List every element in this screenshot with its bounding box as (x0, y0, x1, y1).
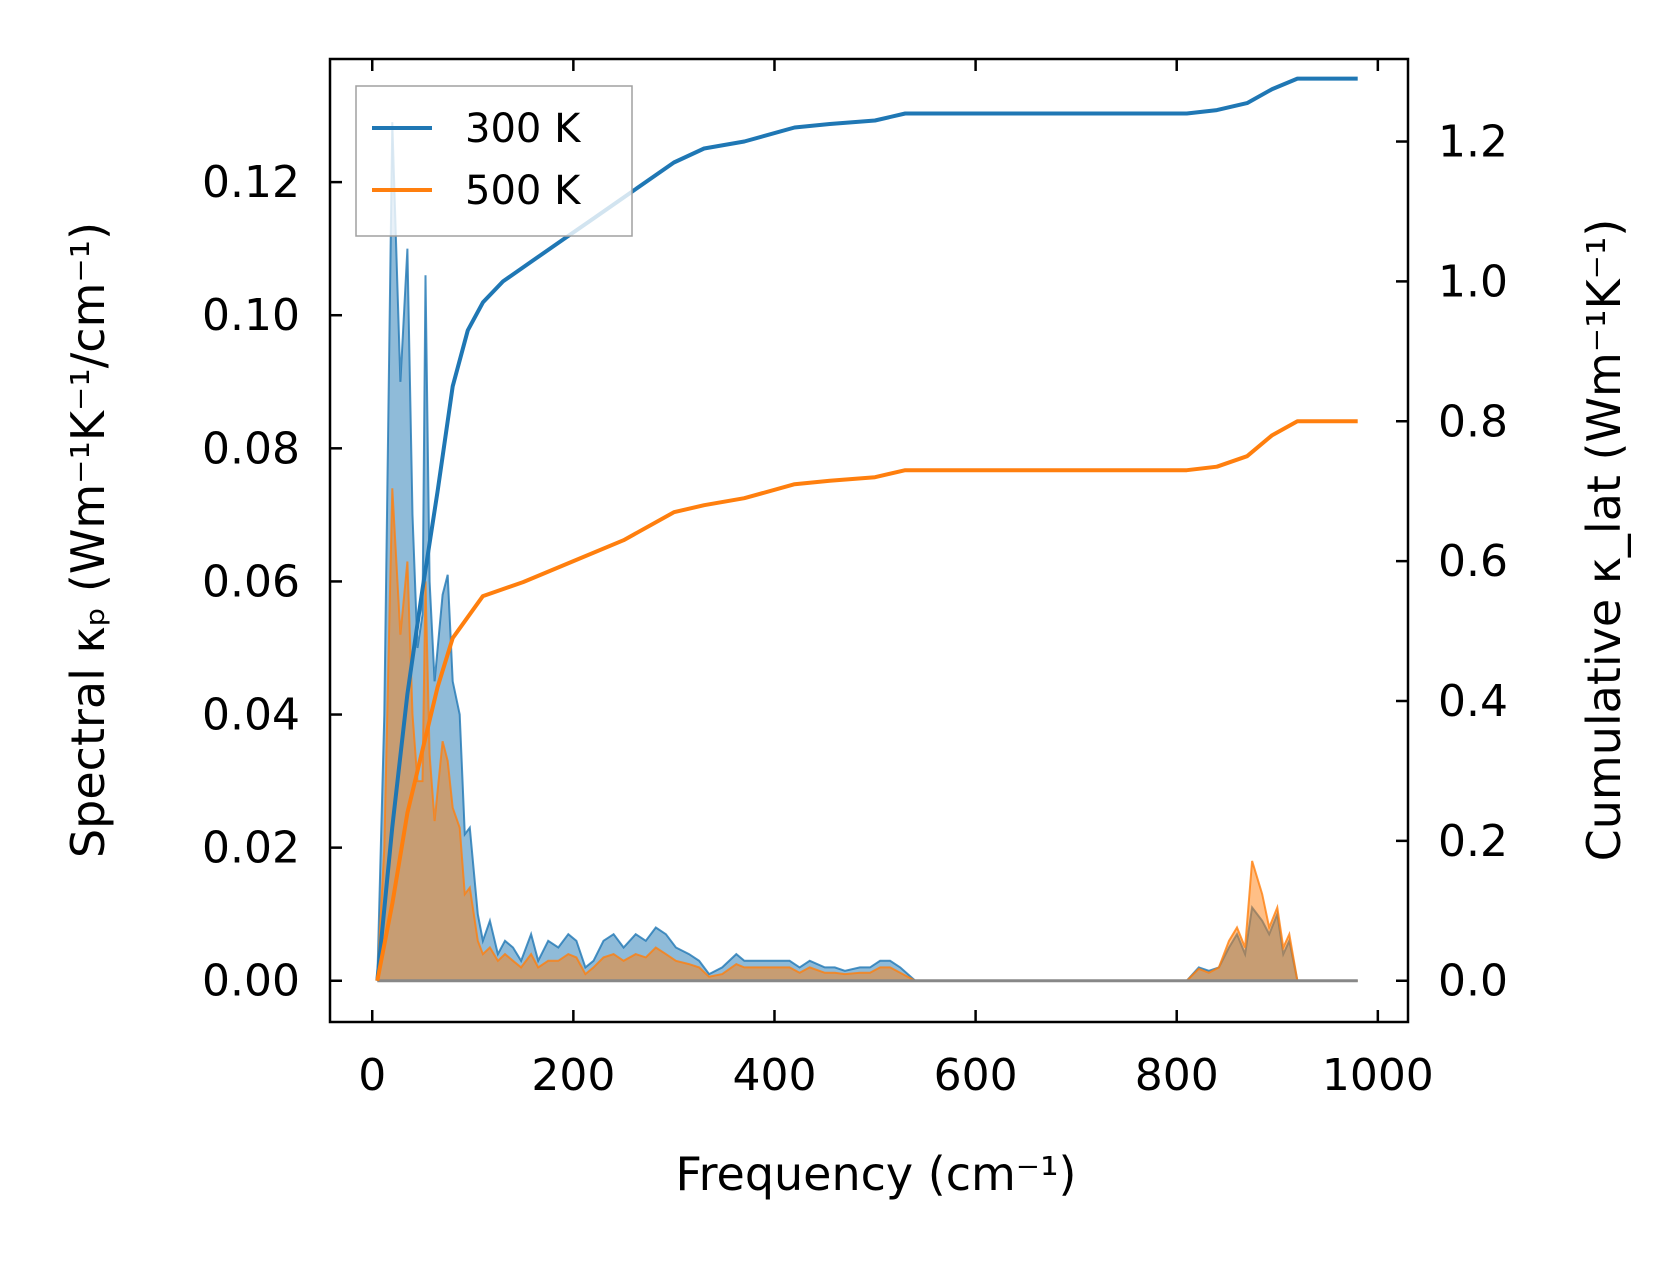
x-tick-label: 200 (531, 1050, 615, 1101)
y-right-tick-label: 0.4 (1438, 676, 1508, 727)
y-right-axis-label: Cumulative κ_lat (Wm⁻¹K⁻¹) (1577, 219, 1631, 862)
y-left-tick-label: 0.02 (202, 823, 300, 874)
y-left-tick-label: 0.08 (202, 423, 300, 474)
x-tick-label: 1000 (1322, 1050, 1434, 1101)
y-right-tick-label: 0.0 (1438, 956, 1508, 1007)
tick-layer: 0 200 400 600 800 1000 0.00 0.02 0.04 0.06 0.08 0.1… (202, 59, 1508, 1101)
y-left-axis-label: Spectral κₚ (Wm⁻¹K⁻¹/cm⁻¹) (61, 222, 115, 858)
legend-box (355, 85, 633, 237)
cumulative-line-1 (375, 419, 1358, 982)
series-line-layer (375, 76, 1358, 982)
x-tick-label: 400 (732, 1050, 816, 1101)
spectral-area-1 (377, 488, 1358, 981)
y-left-tick-label: 0.06 (202, 556, 300, 607)
spectral-fill-layer (376, 122, 1358, 983)
x-tick-label: 0 (358, 1050, 386, 1101)
spectral-area-0 (377, 122, 1358, 981)
plot-frame (328, 57, 1410, 1024)
y-right-tick-label: 1.2 (1438, 117, 1508, 168)
y-left-tick-label: 0.04 (202, 690, 300, 741)
y-left-tick-label: 0.00 (202, 956, 300, 1007)
y-right-tick-label: 1.0 (1438, 256, 1508, 307)
y-right-tick-label: 0.6 (1438, 536, 1508, 587)
y-left-tick-label: 0.10 (202, 290, 300, 341)
y-right-tick-label: 0.2 (1438, 816, 1508, 867)
spectral-outline-0 (376, 122, 1358, 982)
legend-label-300k: 300 K (465, 106, 582, 152)
y-right-tick-label: 0.8 (1438, 396, 1508, 447)
y-left-tick-label: 0.12 (202, 157, 300, 208)
x-tick-label: 800 (1135, 1050, 1219, 1101)
legend-label-500k: 500 K (465, 168, 582, 214)
x-axis-label: Frequency (cm⁻¹) (676, 1147, 1077, 1201)
cumulative-line-0 (375, 76, 1358, 981)
spectral-outline-1 (376, 488, 1358, 982)
legend: 300 K 500 K (355, 85, 633, 237)
x-tick-label: 600 (934, 1050, 1018, 1101)
